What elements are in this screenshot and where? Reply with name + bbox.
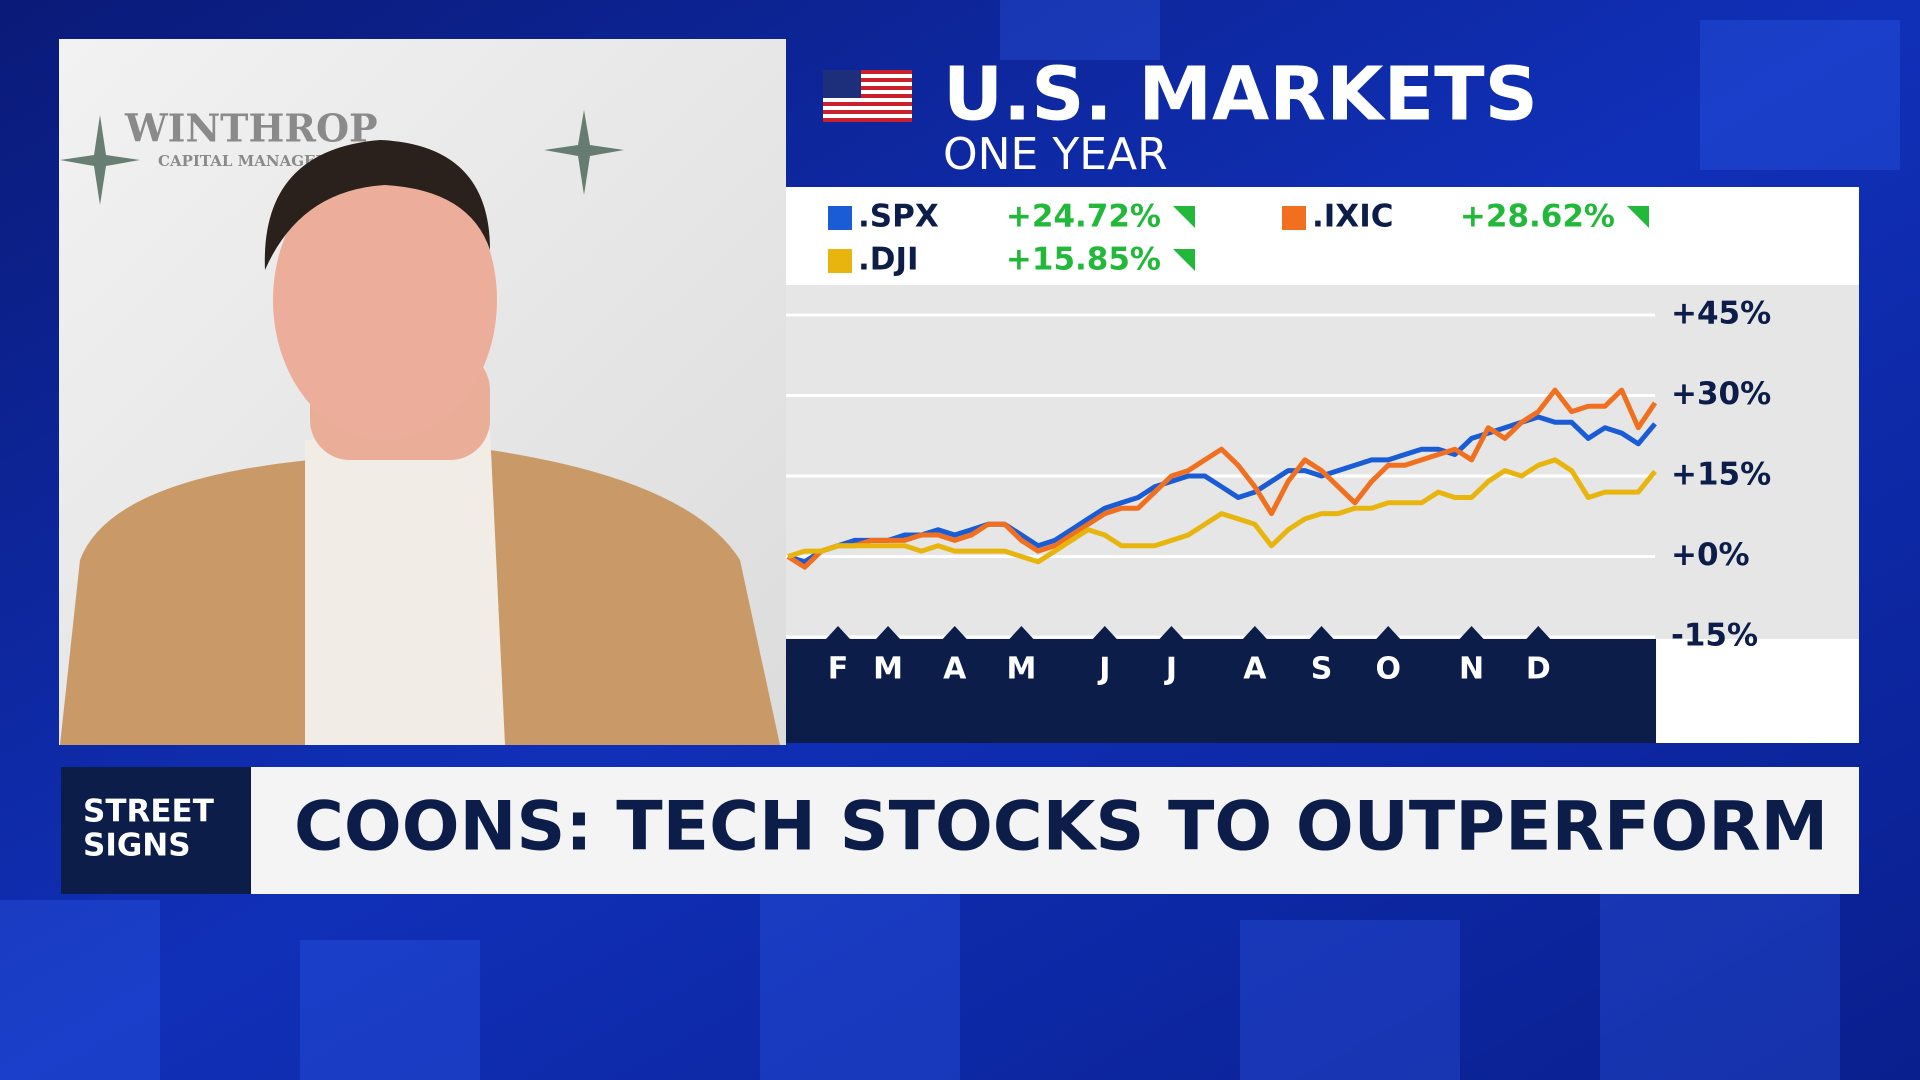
x-tick-label: M <box>873 652 903 687</box>
x-tick-label: N <box>1459 652 1484 687</box>
month-marker <box>1159 626 1184 639</box>
chart-subtitle: ONE YEAR <box>943 129 1168 180</box>
legend-swatch <box>828 249 852 273</box>
y-tick-label: +15% <box>1671 457 1771 493</box>
legend-label: .DJI <box>858 242 919 278</box>
y-tick-label: -15% <box>1671 618 1758 654</box>
series-line <box>787 457 1657 565</box>
flag <box>823 70 912 122</box>
month-marker <box>826 626 851 639</box>
change-arrow <box>1173 206 1195 228</box>
x-tick-label: O <box>1375 652 1401 687</box>
change-label: +28.62% <box>1460 199 1615 235</box>
legend-label: .IXIC <box>1312 199 1394 235</box>
month-marker <box>1009 626 1034 639</box>
tag-line: STREET <box>83 794 214 830</box>
month-marker <box>1526 626 1551 639</box>
y-tick-label: +0% <box>1671 537 1750 573</box>
change-label: +15.85% <box>1006 242 1161 278</box>
x-tick-label: A <box>943 652 967 687</box>
x-tick-label: J <box>1097 652 1110 687</box>
y-tick-label: +30% <box>1671 376 1771 412</box>
x-tick-label: A <box>1243 652 1267 687</box>
x-tick-label: S <box>1311 652 1333 687</box>
month-marker <box>942 626 967 639</box>
video-panel: WINTHROP CAPITAL MANAGEMENT <box>59 39 786 745</box>
headline: COONS: TECH STOCKS TO OUTPERFORM <box>294 788 1828 867</box>
series-line <box>786 387 1658 570</box>
tag-line: SIGNS <box>83 828 191 864</box>
month-marker <box>1459 626 1484 639</box>
headline-box <box>251 767 1859 894</box>
y-tick-label: +45% <box>1671 296 1771 332</box>
legend-swatch <box>1282 206 1306 230</box>
legend-label: .SPX <box>858 199 939 235</box>
change-arrow <box>1627 206 1649 228</box>
chart: +45%+30%+15%+0%-15%F M A M J J A S O N D.SPX +24.72… <box>786 199 1771 687</box>
x-tick-label: J <box>1164 652 1177 687</box>
month-marker <box>876 626 901 639</box>
month-marker <box>1309 626 1334 639</box>
month-band <box>786 639 1656 743</box>
series-line <box>787 414 1657 565</box>
x-tick-label: M <box>1006 652 1036 687</box>
tag-box <box>61 767 251 894</box>
month-marker <box>1092 626 1117 639</box>
x-tick-label: F <box>828 652 849 687</box>
legend-swatch <box>828 206 852 230</box>
plot-area <box>786 285 1859 639</box>
change-label: +24.72% <box>1006 199 1161 235</box>
x-tick-label: D <box>1526 652 1551 687</box>
change-arrow <box>1173 249 1195 271</box>
backdrop-logo: WINTHROP <box>124 106 378 151</box>
chart-title: U.S. MARKETS <box>943 52 1538 138</box>
month-marker <box>1376 626 1401 639</box>
month-marker <box>1242 626 1267 639</box>
